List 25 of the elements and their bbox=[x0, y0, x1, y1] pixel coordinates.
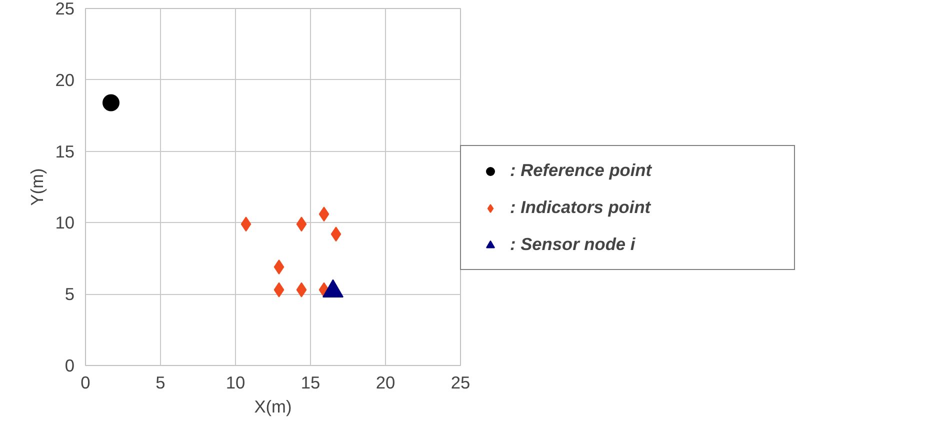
y-tick-label: 25 bbox=[55, 0, 75, 18]
point bbox=[296, 216, 307, 232]
x-tick-label: 20 bbox=[376, 372, 396, 392]
legend-label: : Reference point bbox=[510, 160, 653, 181]
x-axis-title: X(m) bbox=[254, 396, 292, 416]
y-tick-label: 10 bbox=[55, 212, 75, 233]
legend-label: : Sensor node i bbox=[510, 234, 636, 255]
point bbox=[102, 94, 120, 112]
y-tick-label: 5 bbox=[64, 284, 75, 304]
y-tick-label: 0 bbox=[64, 356, 75, 376]
point bbox=[330, 226, 342, 242]
x-tick-label: 10 bbox=[226, 372, 246, 392]
x-tick-label: 5 bbox=[156, 372, 166, 392]
x-tick-label: 25 bbox=[450, 372, 470, 392]
y-tick-label: 15 bbox=[55, 141, 75, 162]
point bbox=[318, 206, 330, 222]
x-tick-label: 15 bbox=[300, 372, 320, 392]
y-tick-label: 20 bbox=[55, 70, 75, 90]
legend-label: : Indicators point bbox=[510, 197, 652, 218]
x-tick-label: 0 bbox=[80, 372, 90, 392]
point bbox=[296, 282, 307, 298]
point bbox=[240, 216, 252, 232]
point bbox=[274, 259, 284, 274]
y-axis-title: Y(m) bbox=[27, 168, 48, 206]
point bbox=[274, 282, 284, 298]
